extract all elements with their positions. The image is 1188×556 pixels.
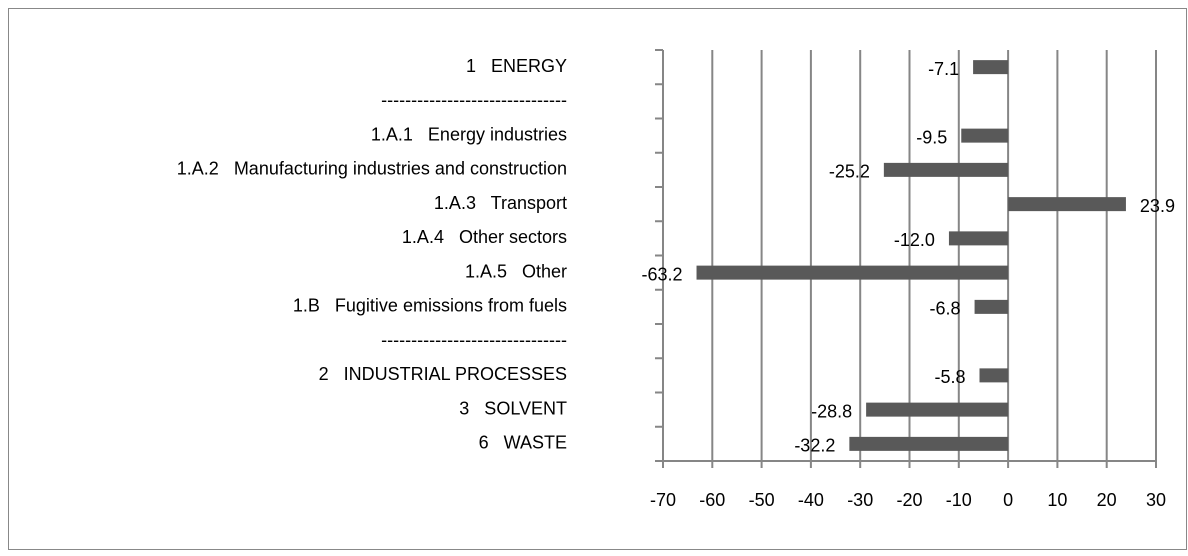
y-tick-label: 1.B Fugitive emissions from fuels xyxy=(293,296,567,316)
bar xyxy=(974,299,1009,314)
bar xyxy=(883,162,1009,177)
value-label: -7.1 xyxy=(928,59,959,79)
y-tick-label: 3 SOLVENT xyxy=(459,398,567,418)
y-tick-label: 2 INDUSTRIAL PROCESSES xyxy=(319,364,567,384)
y-tick-label: 1.A.4 Other sectors xyxy=(402,227,567,247)
x-tick-label: -30 xyxy=(847,490,873,510)
x-tick-label: 30 xyxy=(1146,490,1166,510)
value-label: 23.9 xyxy=(1140,196,1175,216)
x-tick-label: -60 xyxy=(699,490,725,510)
value-label: -9.5 xyxy=(916,127,947,147)
bar xyxy=(979,368,1009,383)
y-tick-label: 1.A.2 Manufacturing industries and const… xyxy=(177,159,567,179)
x-tick-label: 0 xyxy=(1003,490,1013,510)
value-label: -12.0 xyxy=(894,230,935,250)
value-label: -32.2 xyxy=(794,436,835,456)
value-label: -28.8 xyxy=(811,401,852,421)
bar xyxy=(849,436,1009,451)
value-label: -63.2 xyxy=(641,264,682,284)
bar xyxy=(973,60,1009,75)
y-tick-label: 1 ENERGY xyxy=(466,56,567,76)
x-tick-label: -50 xyxy=(749,490,775,510)
x-tick-label: -40 xyxy=(798,490,824,510)
bar xyxy=(961,128,1009,143)
y-tick-label: 1.A.3 Transport xyxy=(434,193,567,213)
bar xyxy=(866,402,1009,417)
x-tick-label: -10 xyxy=(946,490,972,510)
bar xyxy=(948,231,1009,246)
bar xyxy=(1008,197,1126,212)
bar xyxy=(696,265,1009,280)
y-tick-label: ------------------------------- xyxy=(381,90,567,110)
y-tick-label: ------------------------------- xyxy=(381,330,567,350)
value-label: -25.2 xyxy=(829,162,870,182)
x-tick-label: -20 xyxy=(896,490,922,510)
value-label: -5.8 xyxy=(934,367,965,387)
x-tick-label: 20 xyxy=(1097,490,1117,510)
x-tick-label: 10 xyxy=(1047,490,1067,510)
y-tick-label: 1.A.1 Energy industries xyxy=(371,124,567,144)
value-label: -6.8 xyxy=(930,299,961,319)
chart-border xyxy=(8,8,1187,550)
y-tick-label: 6 WASTE xyxy=(479,433,567,453)
x-tick-label: -70 xyxy=(650,490,676,510)
y-tick-label: 1.A.5 Other xyxy=(465,261,567,281)
